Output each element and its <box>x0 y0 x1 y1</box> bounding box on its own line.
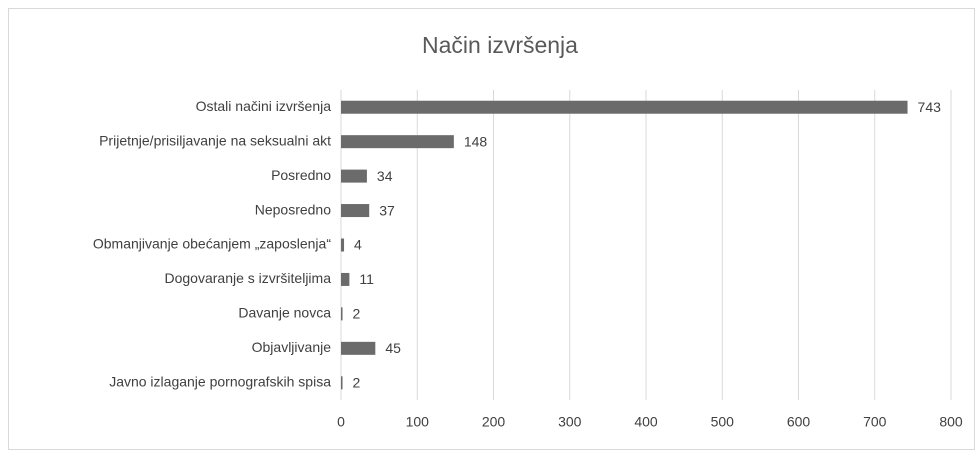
bar <box>341 238 345 252</box>
bar <box>341 204 370 218</box>
y-tick-label: Posredno <box>271 167 331 183</box>
y-tick-label: Objavljivanje <box>252 339 332 355</box>
bar <box>341 135 454 149</box>
x-tick-label: 300 <box>558 414 582 430</box>
y-tick-label: Neposredno <box>255 201 331 217</box>
x-tick-label: 800 <box>939 414 963 430</box>
value-label: 2 <box>353 374 361 390</box>
bar <box>341 376 343 390</box>
bar <box>341 272 350 286</box>
x-tick-label: 700 <box>863 414 887 430</box>
value-label: 37 <box>379 202 395 218</box>
y-tick-label: Davanje novca <box>238 305 331 321</box>
x-tick-label: 200 <box>482 414 506 430</box>
bar <box>341 341 376 355</box>
bar <box>341 307 343 321</box>
x-tick-label: 0 <box>337 414 345 430</box>
x-tick-label: 600 <box>787 414 811 430</box>
y-tick-label: Prijetnje/prisiljavanje na seksualni akt <box>99 132 331 148</box>
value-label: 4 <box>354 237 362 253</box>
value-label: 34 <box>377 168 393 184</box>
y-tick-label: Dogovaranje s izvršiteljima <box>164 270 331 286</box>
x-tick-label: 100 <box>406 414 430 430</box>
value-label: 148 <box>464 133 488 149</box>
bar <box>341 169 367 183</box>
x-tick-label: 400 <box>634 414 658 430</box>
value-label: 11 <box>359 271 374 287</box>
chart-frame <box>8 8 975 450</box>
chart-title: Način izvršenja <box>422 32 578 58</box>
value-label: 743 <box>918 99 942 115</box>
y-tick-label: Obmanjivanje obećanjem „zaposlenja“ <box>93 236 331 252</box>
value-label: 45 <box>385 340 401 356</box>
x-tick-label: 500 <box>711 414 735 430</box>
y-tick-label: Javno izlaganje pornografskih spisa <box>109 373 331 389</box>
y-tick-label: Ostali načini izvršenja <box>196 98 332 114</box>
value-label: 2 <box>353 306 361 322</box>
bar <box>341 100 908 114</box>
